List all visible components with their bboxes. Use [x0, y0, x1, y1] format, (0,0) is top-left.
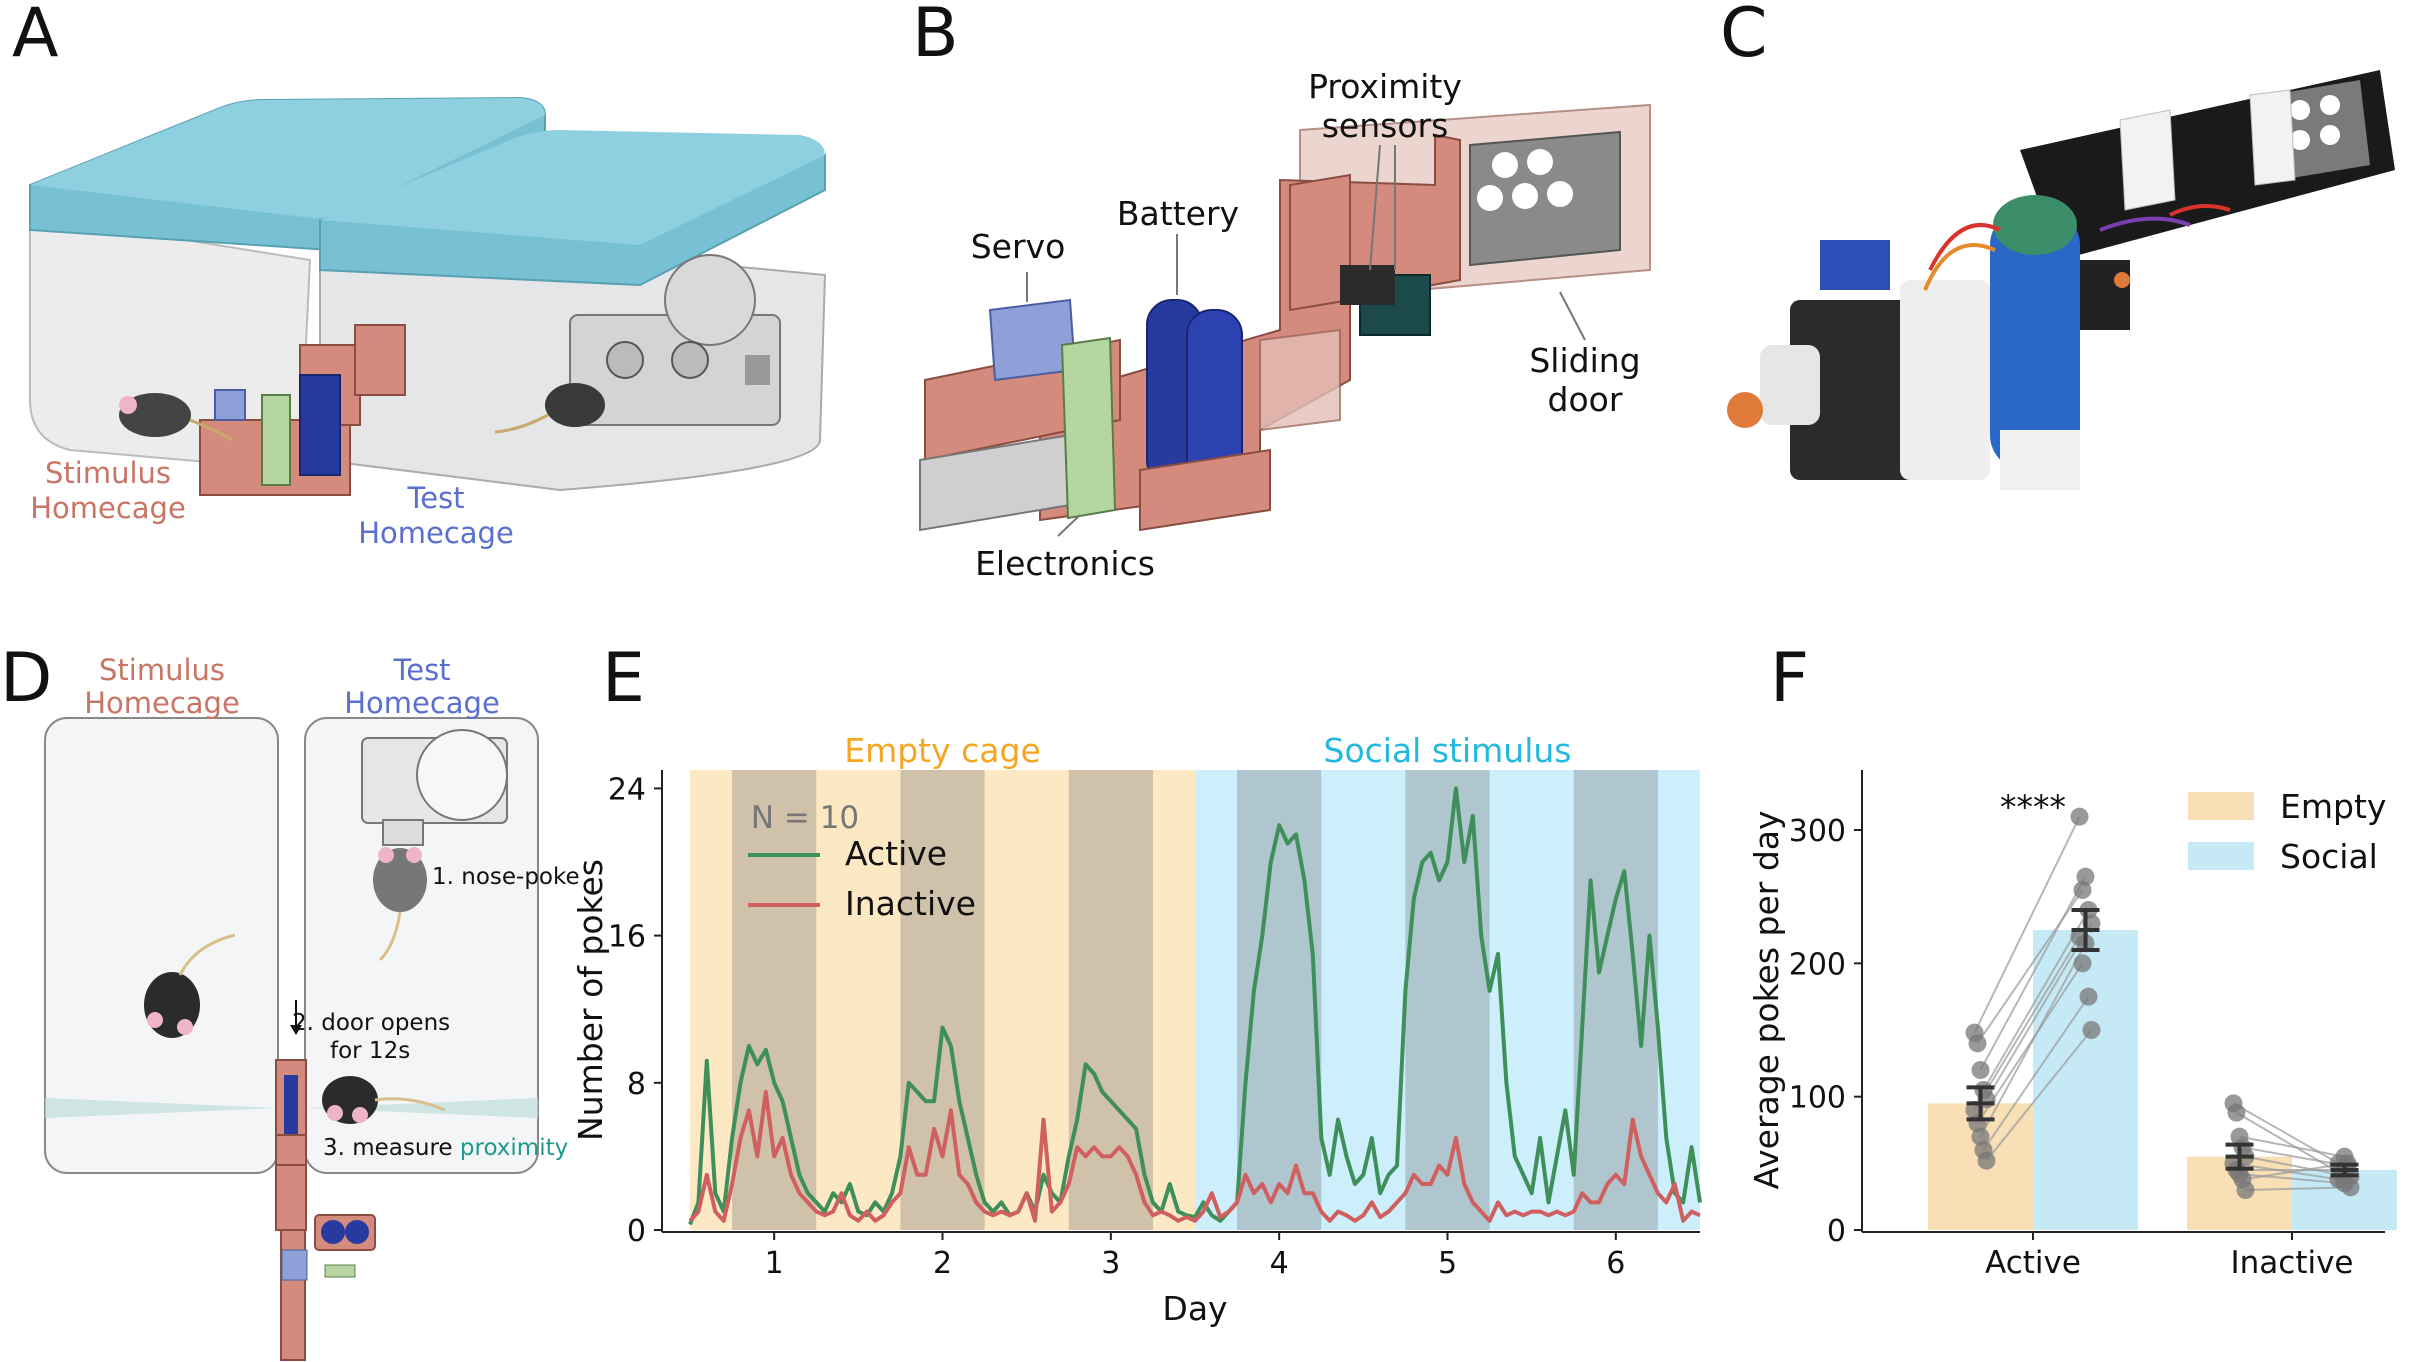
paired-line — [2239, 1173, 2345, 1185]
paired-line — [1985, 922, 2093, 1100]
y-tick-label: 8 — [627, 1067, 646, 1102]
x-tick-label: Active — [1985, 1245, 2081, 1281]
data-point-social — [2073, 954, 2092, 973]
y-tick-label: 16 — [608, 920, 646, 955]
y-axis-title: Number of pokes — [571, 859, 610, 1141]
data-point-empty — [2227, 1103, 2246, 1122]
x-tick-label: 3 — [1101, 1246, 1120, 1281]
series-line-active — [688, 786, 1702, 1226]
y-tick-label: 200 — [1789, 947, 1846, 982]
x-axis-title: Day — [1162, 1289, 1227, 1328]
paired-line — [1979, 876, 2087, 1071]
paired-line — [1982, 996, 2090, 1151]
bar-social-active — [2033, 930, 2138, 1230]
data-point-social — [2079, 987, 2098, 1006]
y-axis-title: Average pokes per day — [1747, 810, 1786, 1189]
y-tick-label: 0 — [1827, 1214, 1846, 1249]
paired-line — [2245, 1186, 2351, 1191]
series-line-inactive — [688, 1090, 1701, 1223]
paired-line — [2235, 1111, 2343, 1175]
y-tick-label: 300 — [1789, 814, 1846, 849]
paired-line — [2233, 1162, 2339, 1181]
paired-line — [1973, 936, 2081, 1111]
significance-marker: **** — [2000, 788, 2066, 827]
phase-label: Social stimulus — [1324, 731, 1572, 770]
x-tick-label: 6 — [1606, 1246, 1625, 1281]
x-tick-label: 5 — [1438, 1246, 1457, 1281]
data-point-empty — [1968, 1034, 1987, 1053]
x-tick-label: Inactive — [2230, 1245, 2353, 1281]
paired-line — [2239, 1135, 2345, 1158]
x-tick-label: 4 — [1270, 1246, 1289, 1281]
y-tick-label: 100 — [1789, 1081, 1846, 1116]
phase-label: Empty cage — [844, 731, 1041, 770]
data-point-social — [2070, 807, 2089, 826]
panel-letter-f: F — [1770, 639, 1810, 718]
paired-line — [1973, 816, 2081, 1034]
data-point-social — [2341, 1178, 2360, 1197]
y-tick-label: 0 — [627, 1214, 646, 1249]
data-point-empty — [1971, 1061, 1990, 1079]
n-annotation: N = 10 — [751, 800, 859, 836]
paired-line — [1985, 1029, 2093, 1162]
paired-line — [2233, 1102, 2339, 1165]
panel-letter-c: C — [1720, 0, 1768, 73]
x-tick-label: 2 — [933, 1246, 952, 1281]
panel-letter-b: B — [912, 0, 959, 73]
legend-label-active: Active — [845, 834, 947, 873]
legend-swatch-social — [2188, 842, 2254, 870]
legend-label-empty: Empty — [2280, 787, 2386, 826]
data-point-empty — [1977, 1151, 1996, 1170]
paired-line — [1982, 909, 2090, 1091]
legend-swatch-empty — [2188, 792, 2254, 820]
panel-letter-e: E — [602, 639, 645, 718]
data-point-social — [2082, 1021, 2101, 1039]
y-tick-label: 24 — [608, 772, 646, 807]
legend-label-social: Social — [2280, 837, 2378, 876]
paired-line — [1979, 942, 2087, 1138]
panel-letter-d: D — [0, 639, 53, 718]
data-point-social — [2076, 867, 2095, 886]
panel-letter-a: A — [12, 0, 59, 73]
x-tick-label: 1 — [765, 1246, 784, 1281]
data-point-empty — [2236, 1181, 2255, 1199]
legend-label-inactive: Inactive — [845, 884, 976, 923]
